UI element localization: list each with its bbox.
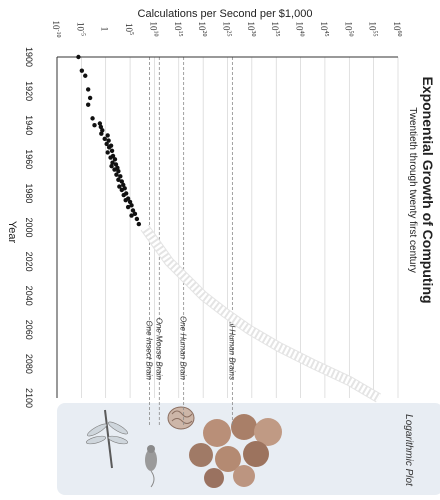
mouse-icon bbox=[145, 445, 157, 488]
data-point bbox=[112, 157, 118, 162]
data-point bbox=[97, 121, 103, 126]
data-point bbox=[85, 102, 91, 107]
x-tick-label: 1980 bbox=[24, 183, 34, 203]
x-tick-label: 2060 bbox=[24, 320, 34, 340]
data-point bbox=[105, 133, 110, 138]
data-point bbox=[85, 87, 91, 92]
y-tick-label: 1035 bbox=[270, 22, 280, 37]
data-point bbox=[119, 187, 124, 193]
projection-series bbox=[140, 224, 382, 403]
y-tick-label: 1060 bbox=[392, 22, 402, 37]
data-point bbox=[119, 179, 124, 184]
data-point bbox=[130, 208, 136, 213]
data-point bbox=[76, 54, 81, 60]
data-point bbox=[116, 169, 121, 174]
data-point bbox=[118, 174, 123, 179]
x-tick-label: 2020 bbox=[24, 252, 34, 272]
y-tick-label: 1030 bbox=[246, 22, 256, 37]
data-point bbox=[99, 131, 104, 136]
data-point bbox=[127, 199, 133, 205]
data-point bbox=[102, 136, 107, 142]
reference-lines: One Insect Brain One Mouse Brain One Human… bbox=[145, 57, 236, 425]
x-tick-label: 1920 bbox=[24, 81, 34, 101]
x-tick-label: 2040 bbox=[24, 286, 34, 306]
x-tick-label: 2080 bbox=[24, 354, 34, 374]
chart-subtitle: Twentieth through twenty first century bbox=[407, 107, 418, 273]
measured-series bbox=[76, 54, 142, 227]
data-point bbox=[109, 148, 115, 153]
data-point bbox=[116, 177, 121, 182]
human-faces-icon bbox=[189, 414, 282, 488]
side-panel-label: Logarithmic Plot bbox=[403, 414, 414, 487]
x-tick-label: 2100 bbox=[24, 388, 34, 408]
data-point bbox=[108, 155, 113, 160]
data-point bbox=[100, 128, 105, 133]
y-tick-label: 1025 bbox=[222, 22, 232, 37]
data-point bbox=[92, 123, 97, 128]
x-tick-label: 2000 bbox=[24, 217, 34, 237]
data-point bbox=[129, 203, 134, 208]
y-tick-label: 1055 bbox=[368, 22, 378, 37]
reference-line-label: All Human Brains bbox=[227, 317, 236, 380]
data-point bbox=[132, 211, 138, 217]
data-point bbox=[105, 150, 110, 155]
data-point bbox=[114, 172, 119, 177]
projection-line bbox=[141, 225, 381, 402]
dragonfly-icon bbox=[86, 409, 128, 469]
data-point bbox=[117, 184, 122, 189]
y-tick-label: 1050 bbox=[343, 22, 353, 37]
data-point bbox=[112, 167, 117, 172]
data-point bbox=[106, 138, 111, 143]
chart-title: Exponential Growth of Computing bbox=[420, 76, 436, 303]
reference-line-label: One Mouse Brain bbox=[154, 318, 163, 381]
data-point bbox=[98, 124, 104, 130]
y-tick-label: 1040 bbox=[295, 22, 305, 37]
data-point bbox=[113, 162, 119, 167]
y-tick-label: 1 bbox=[100, 27, 110, 32]
reference-line-label: One Human Brain bbox=[179, 316, 188, 381]
data-point bbox=[121, 192, 126, 198]
x-tick-label: 1900 bbox=[24, 47, 34, 67]
data-point bbox=[123, 198, 128, 203]
data-point bbox=[125, 204, 131, 210]
data-point bbox=[136, 221, 142, 227]
data-point bbox=[79, 68, 85, 73]
y-tick-label: 10-10 bbox=[51, 21, 61, 38]
x-axis-title: Year bbox=[6, 221, 18, 244]
reference-line-label: One Insect Brain bbox=[145, 320, 154, 380]
data-point bbox=[109, 163, 114, 169]
y-tick-label: 1020 bbox=[197, 22, 207, 37]
x-tick-label: 1940 bbox=[24, 115, 34, 135]
data-point bbox=[104, 141, 109, 147]
data-point bbox=[110, 160, 115, 165]
human-brain-icon bbox=[167, 406, 195, 430]
data-point bbox=[90, 116, 95, 121]
data-point bbox=[83, 73, 88, 78]
data-point bbox=[129, 213, 134, 218]
y-tick-label: 10-5 bbox=[75, 22, 85, 36]
y-tick-label: 1045 bbox=[319, 22, 329, 37]
y-tick-label: 105 bbox=[124, 23, 134, 35]
y-tick-label: 1010 bbox=[148, 22, 158, 37]
x-tick-label: 1960 bbox=[24, 149, 34, 169]
tick-labels: 10-10 10-5 1 105 1010 1015 1020 1025 1030 1035 104… bbox=[24, 21, 402, 409]
data-point bbox=[134, 216, 140, 222]
data-point bbox=[87, 95, 93, 101]
data-point bbox=[106, 145, 112, 150]
data-point bbox=[121, 182, 126, 188]
y-tick-label: 1015 bbox=[173, 22, 183, 37]
y-axis-title: Calculations per Second per $1,000 bbox=[138, 8, 313, 20]
